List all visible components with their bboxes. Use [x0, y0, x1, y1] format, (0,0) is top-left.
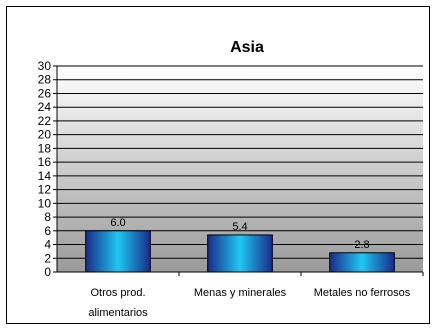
- y-tick-label: 18: [38, 141, 52, 155]
- bar: [207, 234, 273, 273]
- y-tick-label: 22: [38, 114, 52, 128]
- y-tick-label: 28: [38, 73, 52, 87]
- x-tick-label: Otros prod.: [90, 287, 145, 299]
- y-tick-label: 30: [38, 59, 52, 73]
- y-tick-label: 4: [44, 238, 51, 252]
- y-tick-label: 12: [38, 183, 52, 197]
- y-tick-label: 26: [38, 86, 52, 100]
- y-tick-label: 0: [44, 265, 51, 279]
- y-tick-label: 8: [44, 210, 51, 224]
- y-tick-label: 20: [38, 128, 52, 142]
- data-label: 6.0: [110, 217, 125, 229]
- x-tick-label: Metales no ferrosos: [314, 287, 411, 299]
- y-tick-label: 24: [38, 100, 52, 114]
- y-tick-label: 2: [44, 251, 51, 265]
- x-tick-label: Menas y minerales: [194, 287, 287, 299]
- y-tick-label: 10: [38, 196, 52, 210]
- y-tick-label: 6: [44, 224, 51, 238]
- y-tick-label: 16: [38, 155, 52, 169]
- y-tick-label: 14: [38, 169, 52, 183]
- chart-title: Asia: [230, 39, 264, 56]
- bar: [85, 230, 151, 273]
- data-label: 5.4: [232, 221, 247, 233]
- x-tick-label: alimentarios: [88, 307, 148, 319]
- bar: [329, 252, 395, 273]
- data-label: 2.8: [354, 239, 369, 251]
